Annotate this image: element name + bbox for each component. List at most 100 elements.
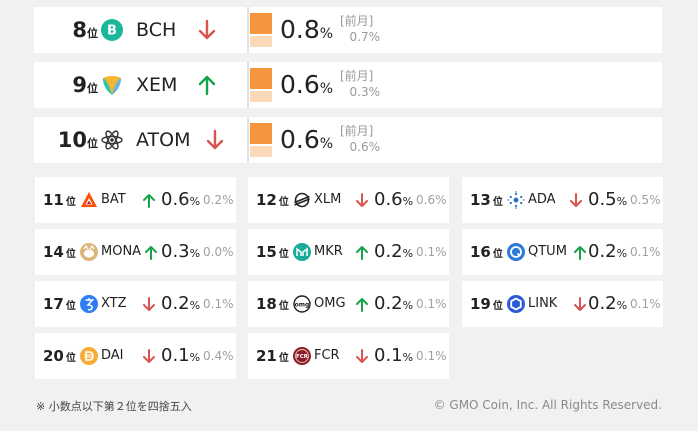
rank: 12 位 bbox=[256, 191, 289, 209]
rank: 14 位 bbox=[43, 243, 76, 261]
share-value: 0.2% bbox=[588, 241, 628, 262]
rank: 13 位 bbox=[470, 191, 503, 209]
share-value: 0.6% bbox=[374, 189, 414, 210]
column-divider bbox=[247, 117, 249, 163]
share-value: 0.2% bbox=[588, 293, 628, 314]
share-value: 0.6% bbox=[280, 125, 334, 154]
rank: 10位 bbox=[57, 128, 98, 152]
rank: 18 位 bbox=[256, 295, 289, 313]
ada-icon bbox=[507, 191, 525, 209]
omg-icon: omg bbox=[293, 295, 311, 313]
rank: 16 位 bbox=[470, 243, 503, 261]
arrow-down-icon bbox=[570, 193, 582, 207]
share-value: 0.5% bbox=[588, 189, 628, 210]
previous-month: [前月] 0.7% bbox=[340, 14, 380, 44]
svg-text:B: B bbox=[107, 24, 117, 39]
arrow-down-icon bbox=[356, 349, 368, 363]
dai-icon bbox=[80, 347, 98, 365]
coin-symbol: MKR bbox=[314, 244, 343, 259]
share-value: 0.1% bbox=[161, 345, 201, 366]
previous-month: 0.1% bbox=[630, 245, 661, 259]
ranking-row-12: 12 位 XLM 0.6% 0.6% bbox=[248, 177, 449, 223]
xem-icon bbox=[103, 76, 121, 95]
previous-month: 0.5% bbox=[630, 193, 661, 207]
rank: 21 位 bbox=[256, 347, 289, 365]
rank: 15 位 bbox=[256, 243, 289, 261]
previous-month: [前月] 0.3% bbox=[340, 69, 380, 99]
svg-text:FCR: FCR bbox=[296, 354, 309, 360]
bat-icon bbox=[81, 192, 97, 207]
svg-text:omg: omg bbox=[295, 302, 310, 309]
coin-symbol: XEM bbox=[136, 74, 178, 96]
mkr-icon bbox=[293, 243, 311, 261]
coin-symbol: BAT bbox=[101, 192, 126, 207]
previous-month: 0.2% bbox=[203, 193, 234, 207]
arrow-up-icon bbox=[574, 246, 586, 260]
previous-month: 0.1% bbox=[416, 349, 447, 363]
arrow-down-icon bbox=[574, 297, 586, 311]
ranking-row-8: 8位 B BCH 0.8% [前月] 0.7% bbox=[34, 7, 662, 53]
share-value: 0.1% bbox=[374, 345, 414, 366]
rank: 8位 bbox=[72, 18, 98, 42]
arrow-down-icon bbox=[206, 129, 224, 150]
ranking-row-19: 19 位 LINK 0.2% 0.1% bbox=[462, 281, 663, 327]
previous-month: 0.1% bbox=[630, 297, 661, 311]
share-bar bbox=[250, 68, 272, 102]
coin-symbol: BCH bbox=[136, 19, 177, 41]
previous-month: 0.1% bbox=[416, 245, 447, 259]
arrow-up-icon bbox=[356, 298, 368, 312]
fcr-icon: FCR bbox=[293, 347, 311, 365]
mona-icon bbox=[80, 243, 98, 261]
ranking-row-10: 10位 ATOM 0.6% [前月] 0.6% bbox=[34, 117, 662, 163]
ranking-row-15: 15 位 MKR 0.2% 0.1% bbox=[248, 229, 449, 275]
xlm-icon bbox=[294, 192, 310, 208]
bch-icon: B bbox=[101, 19, 123, 41]
rank: 11 位 bbox=[43, 191, 76, 209]
ranking-row-21: 21 位 FCR FCR 0.1% 0.1% bbox=[248, 333, 449, 379]
ranking-row-14: 14 位 MONA 0.3% 0.0% bbox=[35, 229, 236, 275]
arrow-up-icon bbox=[145, 246, 157, 260]
coin-symbol: FCR bbox=[314, 348, 340, 363]
xtz-icon bbox=[80, 295, 98, 313]
previous-month: 0.1% bbox=[416, 297, 447, 311]
share-bar bbox=[250, 123, 272, 157]
rank: 17 位 bbox=[43, 295, 76, 313]
previous-month: 0.6% bbox=[416, 193, 447, 207]
rank: 19 位 bbox=[470, 295, 503, 313]
previous-month: 0.1% bbox=[203, 297, 234, 311]
atom-icon bbox=[101, 130, 123, 150]
arrow-down-icon bbox=[143, 349, 155, 363]
column-divider bbox=[247, 62, 249, 108]
previous-month: 0.0% bbox=[203, 245, 234, 259]
ranking-row-13: 13 位 ADA 0.5% 0.5% bbox=[462, 177, 663, 223]
ranking-row-16: 16 位 QTUM 0.2% 0.1% bbox=[462, 229, 663, 275]
coin-symbol: ADA bbox=[528, 192, 556, 207]
share-bar bbox=[250, 13, 272, 47]
ranking-row-17: 17 位 XTZ 0.2% 0.1% bbox=[35, 281, 236, 327]
share-value: 0.2% bbox=[374, 293, 414, 314]
share-value: 0.6% bbox=[161, 189, 201, 210]
coin-symbol: LINK bbox=[528, 296, 558, 311]
arrow-up-icon bbox=[198, 75, 216, 96]
footnote: ※ 小数点以下第２位を四捨五入 bbox=[36, 400, 192, 413]
ranking-row-20: 20 位 DAI 0.1% 0.4% bbox=[35, 333, 236, 379]
coin-symbol: DAI bbox=[101, 348, 124, 363]
coin-symbol: MONA bbox=[101, 244, 142, 259]
ranking-row-18: 18 位 omg OMG 0.2% 0.1% bbox=[248, 281, 449, 327]
share-value: 0.2% bbox=[161, 293, 201, 314]
previous-month: 0.4% bbox=[203, 349, 234, 363]
coin-symbol: ATOM bbox=[136, 129, 191, 151]
arrow-up-icon bbox=[143, 194, 155, 208]
copyright: © GMO Coin, Inc. All Rights Reserved. bbox=[433, 398, 662, 412]
coin-symbol: OMG bbox=[314, 296, 346, 311]
coin-symbol: XTZ bbox=[101, 296, 127, 311]
share-value: 0.6% bbox=[280, 70, 334, 99]
rank: 20 位 bbox=[43, 347, 76, 365]
share-value: 0.8% bbox=[280, 15, 334, 44]
column-divider bbox=[247, 7, 249, 53]
ranking-row-9: 9位 XEM 0.6% [前月] 0.3% bbox=[34, 62, 662, 108]
coin-symbol: XLM bbox=[314, 192, 342, 207]
previous-month: [前月] 0.6% bbox=[340, 124, 380, 154]
arrow-down-icon bbox=[198, 19, 216, 40]
link-icon bbox=[507, 295, 525, 313]
